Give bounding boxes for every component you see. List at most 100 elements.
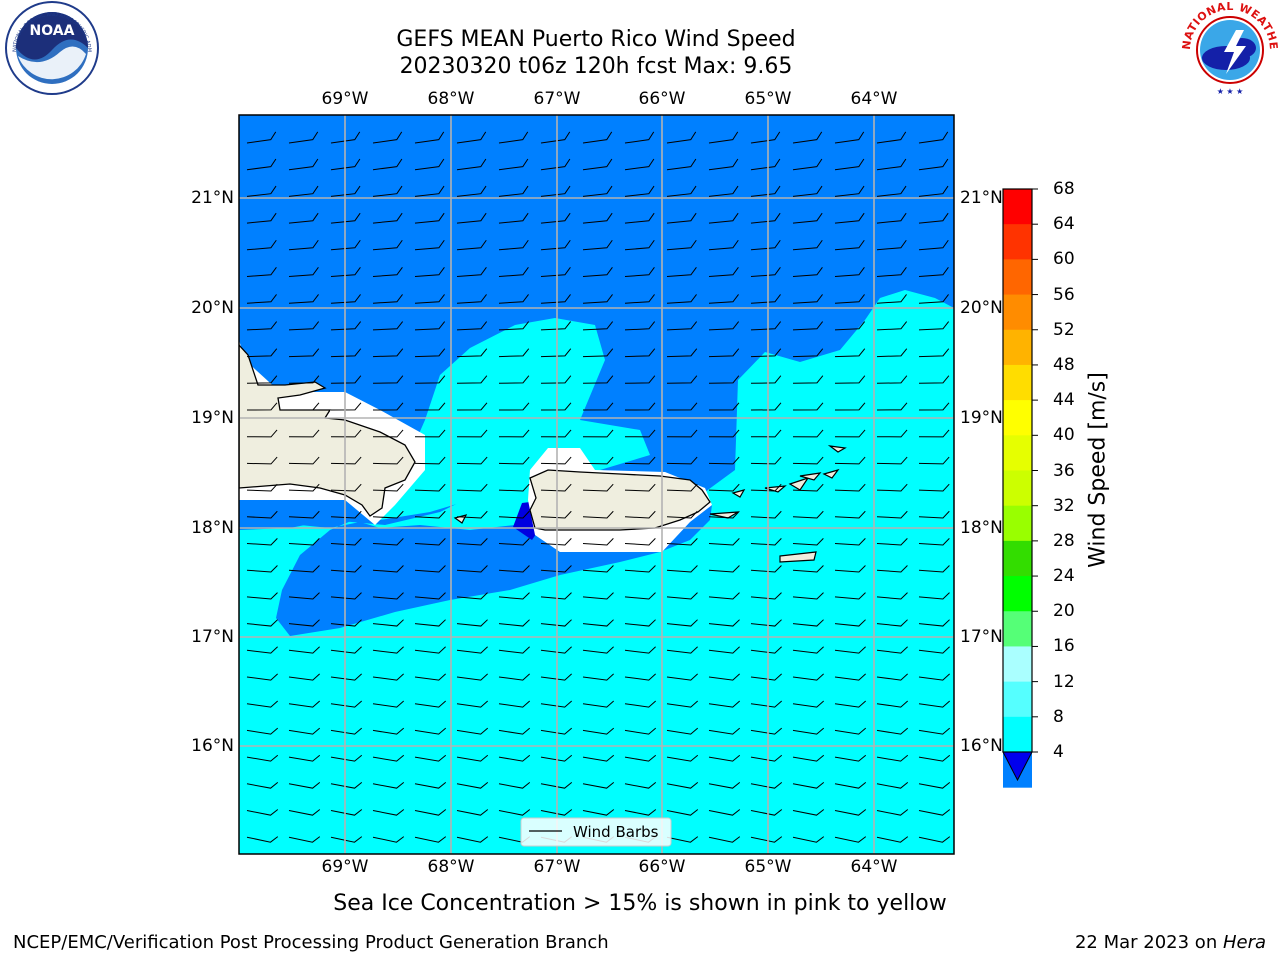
wind-barb xyxy=(750,239,781,251)
wind-barb xyxy=(792,781,825,789)
wind-barb xyxy=(246,727,279,735)
wind-barb xyxy=(372,321,404,331)
wind-barb xyxy=(540,429,572,438)
lon-label-top: 69°W xyxy=(321,89,369,109)
wind-barb xyxy=(498,754,531,762)
wind-barb xyxy=(372,727,405,735)
wind-barb xyxy=(498,429,530,438)
colorbar-tick-label: 28 xyxy=(1053,530,1075,551)
wind-barb xyxy=(414,538,446,546)
wind-barb xyxy=(330,809,363,816)
wind-barb xyxy=(414,456,446,465)
wind-barb xyxy=(330,510,362,519)
wind-barb xyxy=(414,700,447,708)
wind-barb xyxy=(288,700,321,708)
colorbar-segment xyxy=(1003,224,1032,260)
wind-barb xyxy=(246,483,278,492)
wind-barb xyxy=(792,375,824,384)
wind-barb xyxy=(918,483,950,492)
wind-barb xyxy=(750,809,783,816)
wind-barb xyxy=(876,619,908,627)
wind-barb xyxy=(582,375,614,384)
wind-barb xyxy=(288,267,319,277)
wind-barb xyxy=(624,158,655,171)
wind-barb xyxy=(918,185,949,197)
wind-barb xyxy=(456,673,488,681)
land-puerto-rico xyxy=(529,469,711,531)
lat-label-right: 19°N xyxy=(960,408,1003,428)
wind-barb xyxy=(582,158,613,171)
wind-barb xyxy=(666,131,697,144)
wind-barb xyxy=(540,456,572,465)
chart-title: GEFS MEAN Puerto Rico Wind Speed xyxy=(396,27,796,52)
wind-barb xyxy=(246,131,277,144)
wind-barb xyxy=(834,158,865,171)
colorbar-segment xyxy=(1003,329,1032,366)
wind-barb xyxy=(414,754,447,762)
colorbar-segment xyxy=(1003,611,1032,647)
wind-barb xyxy=(918,781,951,789)
sea-ice-note: Sea Ice Concentration > 15% is shown in … xyxy=(333,891,947,916)
wind-barb xyxy=(456,429,488,438)
wind-barb xyxy=(666,239,697,251)
wind-barb xyxy=(582,456,614,465)
wind-barb xyxy=(498,212,529,224)
wind-barb xyxy=(414,212,445,224)
wind-barb xyxy=(582,592,614,600)
wind-barb xyxy=(540,727,573,735)
wind-barb xyxy=(582,565,614,573)
wind-barb xyxy=(834,646,866,654)
wind-barb xyxy=(498,727,531,735)
wind-barb xyxy=(708,565,740,573)
lon-label-top: 64°W xyxy=(850,89,898,109)
wind-barb xyxy=(918,375,950,384)
wind-barb xyxy=(330,239,361,251)
wind-barb xyxy=(582,294,613,304)
wind-barb xyxy=(246,375,278,384)
wind-barb xyxy=(330,592,362,600)
wind-barb xyxy=(330,348,362,358)
wind-barb xyxy=(792,185,823,197)
wind-barb xyxy=(624,212,655,224)
wind-barb xyxy=(666,836,699,843)
wind-barb xyxy=(456,700,489,708)
wind-barb xyxy=(666,809,699,816)
wind-barb xyxy=(918,538,950,546)
wind-barb xyxy=(792,239,823,251)
wind-barb xyxy=(288,456,320,465)
wind-barb xyxy=(750,538,782,546)
wind-barb xyxy=(834,809,867,816)
wind-barb xyxy=(876,294,907,304)
wind-barb xyxy=(456,781,489,789)
wind-barb xyxy=(708,131,739,144)
wind-barb xyxy=(666,375,698,384)
wind-barb xyxy=(288,375,320,384)
wind-barb xyxy=(624,429,656,438)
wind-barb xyxy=(624,348,656,358)
chart-subtitle: 20230320 t06z 120h fcst Max: 9.65 xyxy=(399,54,793,79)
wind-barb xyxy=(876,538,908,546)
wind-barb xyxy=(330,267,361,277)
wind-barb xyxy=(330,727,363,735)
wind-barb xyxy=(246,212,277,224)
wind-barb xyxy=(246,565,278,573)
wind-barb xyxy=(666,456,698,465)
wind-barb xyxy=(666,727,699,735)
small-islands xyxy=(453,445,847,563)
wind-barb xyxy=(288,836,321,843)
wind-barb xyxy=(540,375,572,384)
wind-barb xyxy=(876,754,909,762)
wind-barb xyxy=(624,700,657,708)
wind-barb xyxy=(456,538,488,546)
wind-barb xyxy=(372,212,403,224)
wind-barb xyxy=(246,510,278,519)
wind-barb xyxy=(582,700,615,708)
wind-barb xyxy=(288,294,319,304)
wind-barb xyxy=(834,619,866,627)
wind-barb xyxy=(330,646,362,654)
wind-barb xyxy=(372,538,404,546)
wind-barb xyxy=(918,510,950,519)
wind-barb xyxy=(876,185,907,197)
wind-barb xyxy=(918,727,951,735)
